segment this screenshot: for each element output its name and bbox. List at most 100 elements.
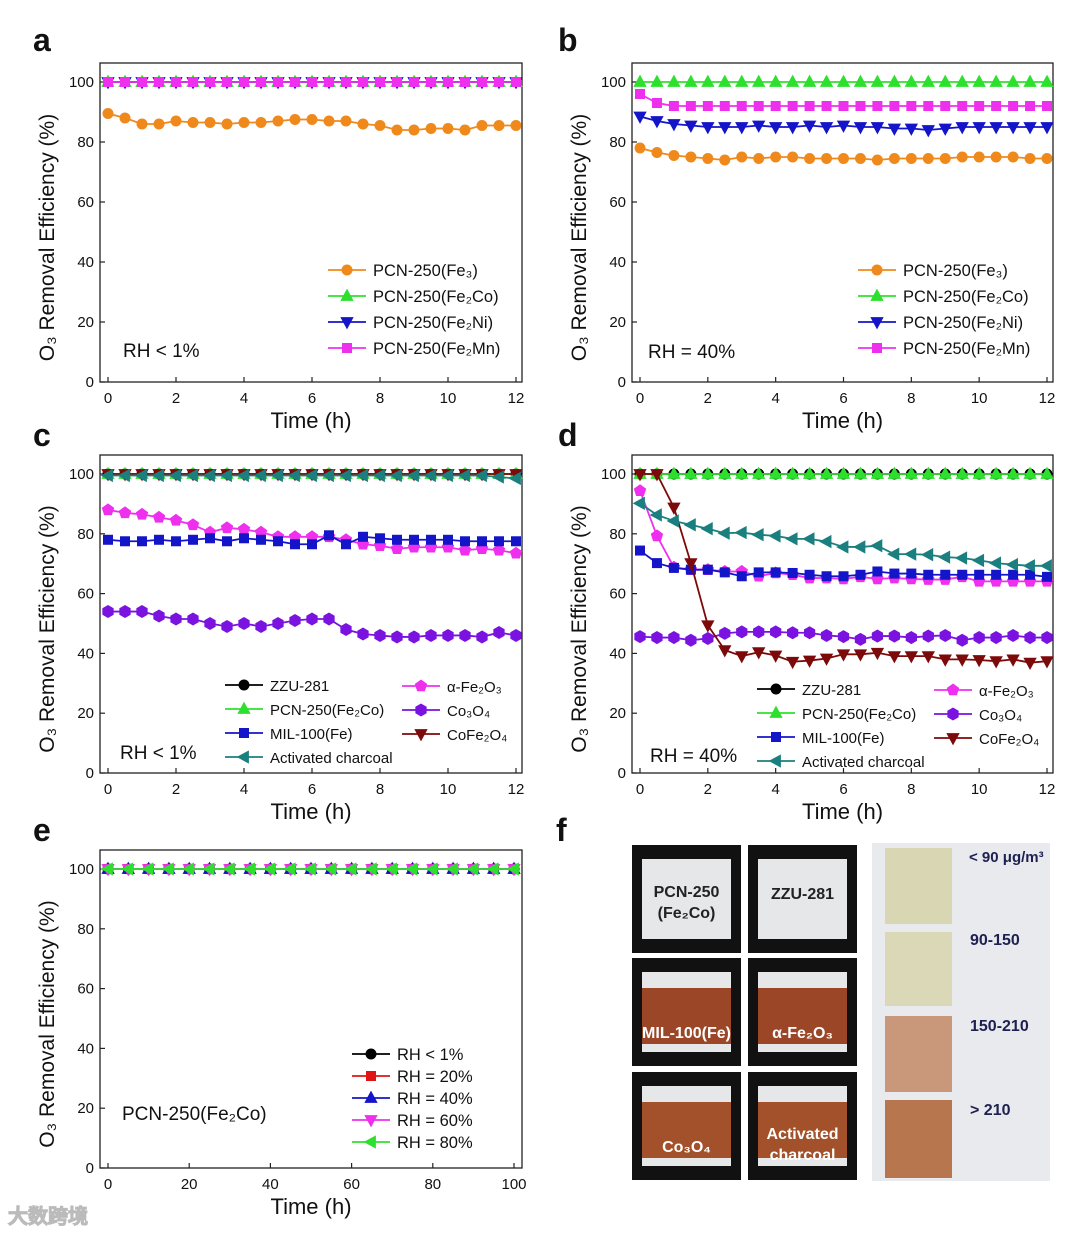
data-point	[168, 468, 181, 483]
data-point	[307, 77, 317, 87]
legend-entry: α-Fe₂O₃	[934, 683, 1034, 700]
data-point	[443, 534, 453, 545]
legend-label: MIL-100(Fe)	[270, 726, 353, 743]
data-point	[119, 112, 131, 124]
x-tick-label: 6	[839, 781, 847, 798]
data-point	[667, 74, 681, 87]
data-point	[187, 117, 199, 128]
chart-panel-e: 0 20 40 60 80 100 0 20 40 60 80 100 Time (h) O₃ Remov…	[36, 849, 527, 1219]
series-pcn-250-fe-co-	[633, 466, 1054, 479]
data-point	[118, 506, 132, 519]
data-point	[937, 550, 951, 564]
data-point	[494, 77, 504, 87]
data-point	[153, 609, 165, 623]
data-point	[338, 468, 351, 483]
data-point	[341, 539, 351, 550]
data-point	[972, 74, 986, 87]
x-tick-label: 4	[771, 781, 779, 798]
data-point	[667, 466, 681, 479]
data-point	[752, 74, 766, 87]
data-point	[768, 650, 783, 663]
data-point	[273, 536, 283, 547]
data-point	[939, 628, 951, 642]
data-point	[255, 619, 267, 634]
sample-label: Co₃O₄	[662, 1138, 711, 1156]
data-point	[239, 533, 249, 544]
data-point	[838, 153, 849, 164]
legend-entry: RH = 20%	[352, 1068, 473, 1086]
data-point	[923, 101, 934, 111]
data-point	[117, 468, 130, 483]
data-point	[425, 628, 437, 642]
data-point	[236, 468, 249, 483]
x-tick-label: 6	[308, 390, 316, 407]
x-tick-label: 12	[1039, 781, 1056, 798]
data-point	[989, 74, 1003, 87]
data-point	[988, 556, 1002, 570]
data-point	[836, 540, 849, 554]
data-point	[684, 466, 698, 479]
data-point	[477, 77, 487, 87]
legend-label: CoFe₂O₄	[979, 731, 1039, 748]
legend-marker	[946, 683, 960, 696]
data-point	[323, 862, 337, 876]
data-point	[819, 466, 834, 479]
data-point	[837, 630, 850, 644]
data-point	[956, 151, 968, 163]
data-point	[458, 543, 472, 556]
data-point	[273, 77, 283, 87]
y-tick-label: 40	[77, 1040, 94, 1057]
data-point	[668, 631, 680, 645]
legend-marker	[340, 317, 354, 330]
chart-panel-c: 0 20 40 60 80 100 0 2 4 6 8 10 12 Time (h) O₃ Removal …	[36, 454, 524, 824]
data-point	[440, 468, 453, 483]
data-point	[391, 630, 403, 644]
data-point	[103, 534, 113, 545]
data-point	[374, 120, 386, 131]
data-point	[803, 626, 816, 640]
data-point	[906, 568, 917, 579]
data-point	[904, 74, 919, 87]
data-point	[287, 468, 300, 483]
data-point	[141, 862, 154, 876]
data-point	[668, 150, 680, 161]
watermark: 大数跨境	[8, 1204, 89, 1229]
data-point	[187, 612, 199, 626]
y-tick-label: 100	[601, 74, 626, 91]
legend-marker	[342, 343, 352, 353]
legend-entry: PCN-250(Fe₂Mn)	[858, 340, 1030, 358]
data-point	[1007, 628, 1019, 642]
data-point	[408, 124, 420, 136]
data-point	[423, 468, 436, 483]
data-point	[820, 628, 833, 642]
data-point	[405, 862, 418, 876]
data-point	[701, 620, 715, 633]
data-point	[493, 120, 505, 131]
data-point	[752, 647, 766, 660]
plot-frame	[631, 454, 1054, 774]
data-point	[188, 77, 198, 87]
data-point	[855, 569, 866, 580]
data-point	[853, 74, 868, 87]
data-point	[119, 605, 131, 619]
data-point	[340, 115, 352, 127]
panel-letter-e: e	[33, 812, 51, 848]
data-point	[889, 101, 900, 111]
legend-marker	[770, 683, 782, 695]
data-point	[1023, 657, 1037, 671]
data-point	[940, 101, 951, 111]
data-point	[358, 77, 368, 87]
sample-photo-co3o4: Co₃O₄	[632, 1072, 741, 1180]
condition-annotation: RH < 1%	[120, 743, 197, 764]
data-point	[955, 466, 969, 479]
data-point	[154, 77, 164, 87]
y-tick-label: 60	[77, 586, 94, 603]
x-tick-label: 10	[971, 781, 988, 798]
legend-entry: RH = 40%	[352, 1090, 473, 1108]
data-point	[466, 862, 479, 876]
legend-label: RH = 80%	[397, 1134, 473, 1152]
legend-entry: ZZU-281	[757, 682, 861, 699]
data-point	[787, 151, 799, 163]
x-axis-title: Time (h)	[802, 799, 883, 824]
data-point	[364, 862, 377, 876]
